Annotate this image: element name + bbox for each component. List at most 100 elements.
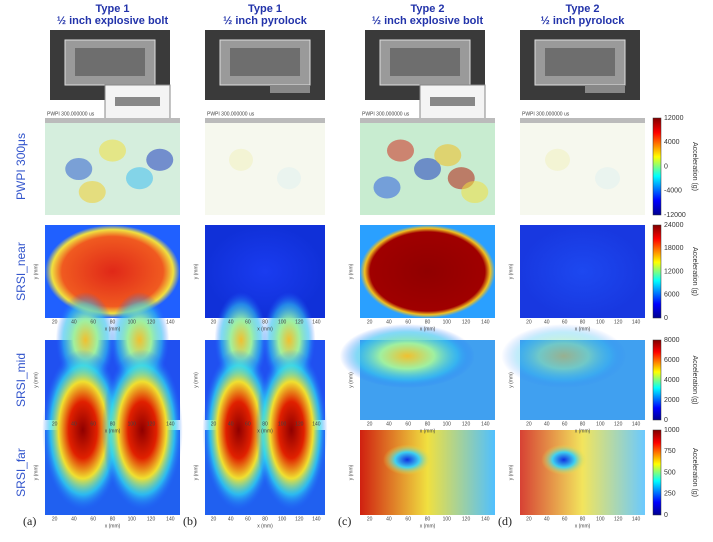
colorbar-tick-label: 8000 bbox=[664, 337, 680, 344]
x-tick-label: 120 bbox=[614, 421, 623, 427]
panel-label: (d) bbox=[498, 514, 512, 528]
colorbar bbox=[652, 224, 662, 319]
pwpi-bar bbox=[520, 118, 645, 123]
pwpi-blob bbox=[373, 176, 401, 199]
pwpi-blob bbox=[434, 144, 462, 167]
x-tick-label: 40 bbox=[71, 516, 77, 522]
pwpi-bar bbox=[360, 118, 495, 123]
x-tick-label: 60 bbox=[90, 516, 96, 522]
colorbar-label: Acceleration (g) bbox=[691, 448, 698, 497]
x-tick-label: 140 bbox=[166, 421, 175, 427]
photo-inner bbox=[390, 48, 460, 76]
colorbar-label: Acceleration (g) bbox=[691, 142, 698, 191]
x-tick-label: 100 bbox=[128, 516, 137, 522]
column-device: ½ inch explosive bolt bbox=[372, 15, 484, 27]
x-tick-label: 60 bbox=[405, 421, 411, 427]
column-type: Type 1 bbox=[248, 3, 282, 15]
x-tick-label: 40 bbox=[71, 421, 77, 427]
x-tick-label: 80 bbox=[425, 516, 431, 522]
x-tick-label: 40 bbox=[386, 319, 392, 325]
x-tick-label: 100 bbox=[596, 319, 605, 325]
x-tick-label: 20 bbox=[211, 516, 217, 522]
x-tick-label: 40 bbox=[228, 516, 234, 522]
far-map bbox=[360, 430, 495, 515]
x-tick-label: 80 bbox=[580, 516, 586, 522]
row-label: SRSI_near bbox=[14, 242, 28, 301]
pwpi-caption: PWPI 300.000000 us bbox=[47, 111, 95, 117]
x-tick-label: 20 bbox=[211, 319, 217, 325]
colorbar-tick-label: 250 bbox=[664, 491, 676, 498]
row-label: SRSI_mid bbox=[14, 353, 28, 407]
bolt bbox=[270, 85, 310, 93]
y-axis-label: y (mm) bbox=[193, 372, 199, 388]
pwpi-bar bbox=[45, 118, 180, 123]
x-tick-label: 80 bbox=[262, 421, 268, 427]
photo-inner bbox=[75, 48, 145, 76]
x-axis-label: x (mm) bbox=[420, 428, 436, 434]
panel-label: (c) bbox=[338, 514, 351, 528]
y-axis-label: y (mm) bbox=[508, 372, 514, 388]
x-axis-label: x (mm) bbox=[257, 428, 273, 434]
pwpi-blob bbox=[545, 148, 570, 171]
pwpi-blob bbox=[78, 180, 106, 204]
x-tick-label: 140 bbox=[481, 516, 490, 522]
colorbar-tick-label: 6000 bbox=[664, 357, 680, 364]
near-map bbox=[520, 225, 645, 318]
photo-inner bbox=[230, 48, 300, 76]
x-tick-label: 80 bbox=[110, 319, 116, 325]
column-device: ½ inch explosive bolt bbox=[57, 15, 169, 27]
x-tick-label: 140 bbox=[312, 516, 321, 522]
pwpi-map bbox=[205, 123, 325, 215]
pwpi-caption: PWPI 300.000000 us bbox=[362, 111, 410, 117]
y-axis-label: y (mm) bbox=[508, 464, 514, 480]
colorbar-tick-label: 750 bbox=[664, 448, 676, 455]
colorbar-tick-label: -4000 bbox=[664, 188, 682, 195]
photo-inner bbox=[545, 48, 615, 76]
pwpi-blob bbox=[146, 148, 174, 171]
mid-arc bbox=[339, 324, 475, 388]
far-arc bbox=[255, 349, 328, 511]
x-tick-label: 140 bbox=[166, 319, 175, 325]
y-axis-label: y (mm) bbox=[193, 464, 199, 480]
near-map bbox=[360, 225, 495, 318]
x-tick-label: 100 bbox=[596, 421, 605, 427]
x-tick-label: 20 bbox=[367, 421, 373, 427]
pwpi-map bbox=[520, 123, 645, 215]
x-tick-label: 120 bbox=[147, 319, 156, 325]
x-tick-label: 120 bbox=[295, 516, 304, 522]
x-tick-label: 20 bbox=[52, 319, 58, 325]
pwpi-caption: PWPI 300.000000 us bbox=[207, 111, 255, 117]
x-tick-label: 20 bbox=[367, 319, 373, 325]
x-tick-label: 140 bbox=[312, 319, 321, 325]
x-axis-label: x (mm) bbox=[575, 326, 591, 332]
x-tick-label: 20 bbox=[526, 319, 532, 325]
colorbar-tick-label: 2000 bbox=[664, 397, 680, 404]
y-axis-label: y (mm) bbox=[33, 372, 39, 388]
y-axis-label: y (mm) bbox=[193, 263, 199, 279]
near-map bbox=[205, 225, 325, 318]
x-tick-label: 80 bbox=[580, 421, 586, 427]
x-tick-label: 100 bbox=[128, 421, 137, 427]
colorbar-tick-label: 0 bbox=[664, 163, 668, 170]
x-tick-label: 100 bbox=[278, 421, 287, 427]
x-tick-label: 20 bbox=[52, 516, 58, 522]
x-axis-label: x (mm) bbox=[105, 326, 121, 332]
x-tick-label: 100 bbox=[596, 516, 605, 522]
x-tick-label: 60 bbox=[245, 516, 251, 522]
y-axis-label: y (mm) bbox=[348, 263, 354, 279]
colorbar-tick-label: 12000 bbox=[664, 115, 684, 122]
colorbar-tick-label: 24000 bbox=[664, 222, 684, 229]
x-tick-label: 120 bbox=[147, 516, 156, 522]
x-axis-label: x (mm) bbox=[105, 428, 121, 434]
y-axis-label: y (mm) bbox=[33, 464, 39, 480]
x-tick-label: 60 bbox=[405, 319, 411, 325]
x-axis-label: x (mm) bbox=[257, 326, 273, 332]
colorbar bbox=[652, 339, 662, 421]
x-axis-label: x (mm) bbox=[257, 523, 273, 529]
x-tick-label: 60 bbox=[90, 421, 96, 427]
column-type: Type 2 bbox=[565, 3, 599, 15]
x-tick-label: 60 bbox=[562, 421, 568, 427]
far-arc bbox=[202, 349, 275, 511]
x-tick-label: 80 bbox=[262, 516, 268, 522]
